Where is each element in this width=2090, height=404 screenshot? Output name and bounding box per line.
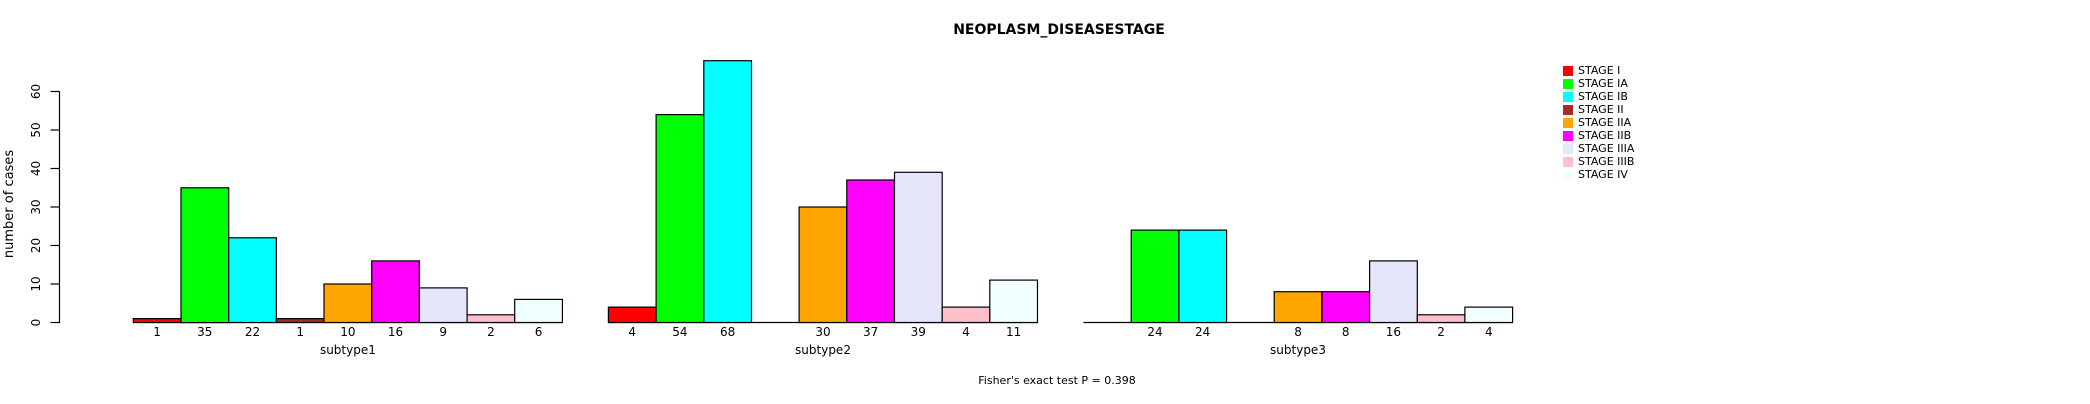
bar-stage-iiib-subtype1 — [466, 314, 516, 324]
legend-label: STAGE IA — [1578, 77, 1628, 90]
bar-value-label: 4 — [962, 325, 970, 339]
legend-item: STAGE IIIA — [1563, 142, 1634, 155]
legend-item: STAGE IIB — [1563, 129, 1634, 142]
bar-value-label: 2 — [1437, 325, 1445, 339]
bar-stage-i-subtype2 — [607, 306, 657, 324]
legend-swatch — [1563, 130, 1573, 141]
legend-item: STAGE IIA — [1563, 116, 1634, 129]
bar-value-label: 24 — [1195, 325, 1210, 339]
y-tick-label: 40 — [29, 161, 43, 176]
bar-stage-iia-subtype1 — [323, 283, 373, 324]
bar-stage-iiib-subtype3 — [1416, 314, 1466, 324]
legend-label: STAGE IIIA — [1578, 142, 1635, 155]
bar-value-label: 54 — [672, 325, 687, 339]
legend-item: STAGE I — [1563, 64, 1634, 77]
bar-stage-ib-subtype2 — [703, 60, 753, 324]
legend-swatch — [1563, 91, 1573, 102]
y-tick-label: 60 — [29, 84, 43, 99]
bar-value-label: 4 — [1485, 325, 1493, 339]
x-axis-label-subtype3: subtype3 — [1270, 343, 1326, 357]
x-axis-label-subtype2: subtype2 — [795, 343, 851, 357]
bar-value-label: 2 — [487, 325, 495, 339]
legend-label: STAGE IIB — [1578, 129, 1632, 142]
legend-swatch — [1563, 117, 1573, 128]
bar-value-label: 24 — [1147, 325, 1162, 339]
bar-stage-ia-subtype3 — [1130, 229, 1180, 324]
bar-stage-ia-subtype1 — [180, 187, 230, 324]
bar-value-label: 68 — [720, 325, 735, 339]
bar-value-label: 16 — [1386, 325, 1401, 339]
y-tick-label: 50 — [29, 122, 43, 137]
bar-value-label: 30 — [815, 325, 830, 339]
bar-stage-iib-subtype2 — [846, 179, 896, 324]
legend-item: STAGE IB — [1563, 90, 1634, 103]
legend-swatch — [1563, 65, 1573, 76]
y-tick-label: 0 — [29, 319, 43, 327]
bar-stage-iv-subtype2 — [989, 279, 1039, 324]
bar-stage-iib-subtype3 — [1321, 291, 1371, 324]
legend-item: STAGE II — [1563, 103, 1634, 116]
legend-item: STAGE IA — [1563, 77, 1634, 90]
bar-value-label: 16 — [388, 325, 403, 339]
x-axis-label-subtype1: subtype1 — [320, 343, 376, 357]
legend-label: STAGE IIIB — [1578, 155, 1635, 168]
y-axis-title: number of cases — [2, 150, 17, 258]
bar-value-label: 9 — [439, 325, 447, 339]
bar-value-label: 22 — [245, 325, 260, 339]
legend-swatch — [1563, 78, 1573, 89]
bar-stage-iia-subtype3 — [1273, 291, 1323, 324]
bar-value-label: 37 — [863, 325, 878, 339]
y-axis: number of cases 0 10 20 30 40 50 60 — [2, 84, 61, 327]
legend-item: STAGE IV — [1563, 168, 1634, 181]
bar-stage-iiia-subtype3 — [1368, 260, 1418, 324]
bar-stage-ii-subtype1 — [275, 318, 325, 324]
bar-value-label: 4 — [628, 325, 636, 339]
legend: STAGE I STAGE IA STAGE IB STAGE II STAGE IIA… — [1563, 64, 1634, 181]
bar-value-label: 1 — [153, 325, 161, 339]
fisher-test-note: Fisher's exact test P = 0.398 — [978, 374, 1135, 387]
bar-stage-ia-subtype2 — [655, 113, 705, 324]
bar-stage-i-subtype1 — [132, 318, 182, 324]
bar-stage-iiia-subtype2 — [893, 171, 943, 324]
legend-label: STAGE II — [1578, 103, 1624, 116]
bar-stage-ib-subtype3 — [1178, 229, 1228, 324]
bar-value-label: 8 — [1342, 325, 1350, 339]
y-tick-label: 10 — [29, 276, 43, 291]
bar-stage-ib-subtype1 — [228, 237, 277, 324]
bar-value-label: 1 — [296, 325, 304, 339]
legend-label: STAGE IB — [1578, 90, 1628, 103]
legend-label: STAGE IIA — [1578, 116, 1632, 129]
bar-value-label: 11 — [1006, 325, 1021, 339]
y-tick-label: 20 — [29, 238, 43, 253]
legend-swatch — [1563, 156, 1573, 167]
legend-label: STAGE IV — [1578, 168, 1628, 181]
bar-stage-iv-subtype1 — [514, 298, 564, 324]
legend-swatch — [1563, 169, 1573, 180]
legend-swatch — [1563, 104, 1573, 115]
bar-value-label: 39 — [911, 325, 926, 339]
legend-item: STAGE IIIB — [1563, 155, 1634, 168]
legend-swatch — [1563, 143, 1573, 154]
chart-title: NEOPLASM_DISEASESTAGE — [953, 22, 1165, 38]
bar-stage-iiib-subtype2 — [941, 306, 991, 324]
bar-stage-iia-subtype2 — [798, 206, 848, 324]
bar-value-label: 10 — [340, 325, 355, 339]
y-tick-label: 30 — [29, 199, 43, 214]
bar-value-label: 8 — [1294, 325, 1302, 339]
legend-label: STAGE I — [1578, 64, 1621, 77]
bar-stage-iv-subtype3 — [1464, 306, 1514, 324]
bar-value-label: 35 — [197, 325, 212, 339]
bar-stage-iib-subtype1 — [371, 260, 421, 324]
bar-value-label: 6 — [535, 325, 543, 339]
bar-stage-iiia-subtype1 — [418, 287, 468, 324]
